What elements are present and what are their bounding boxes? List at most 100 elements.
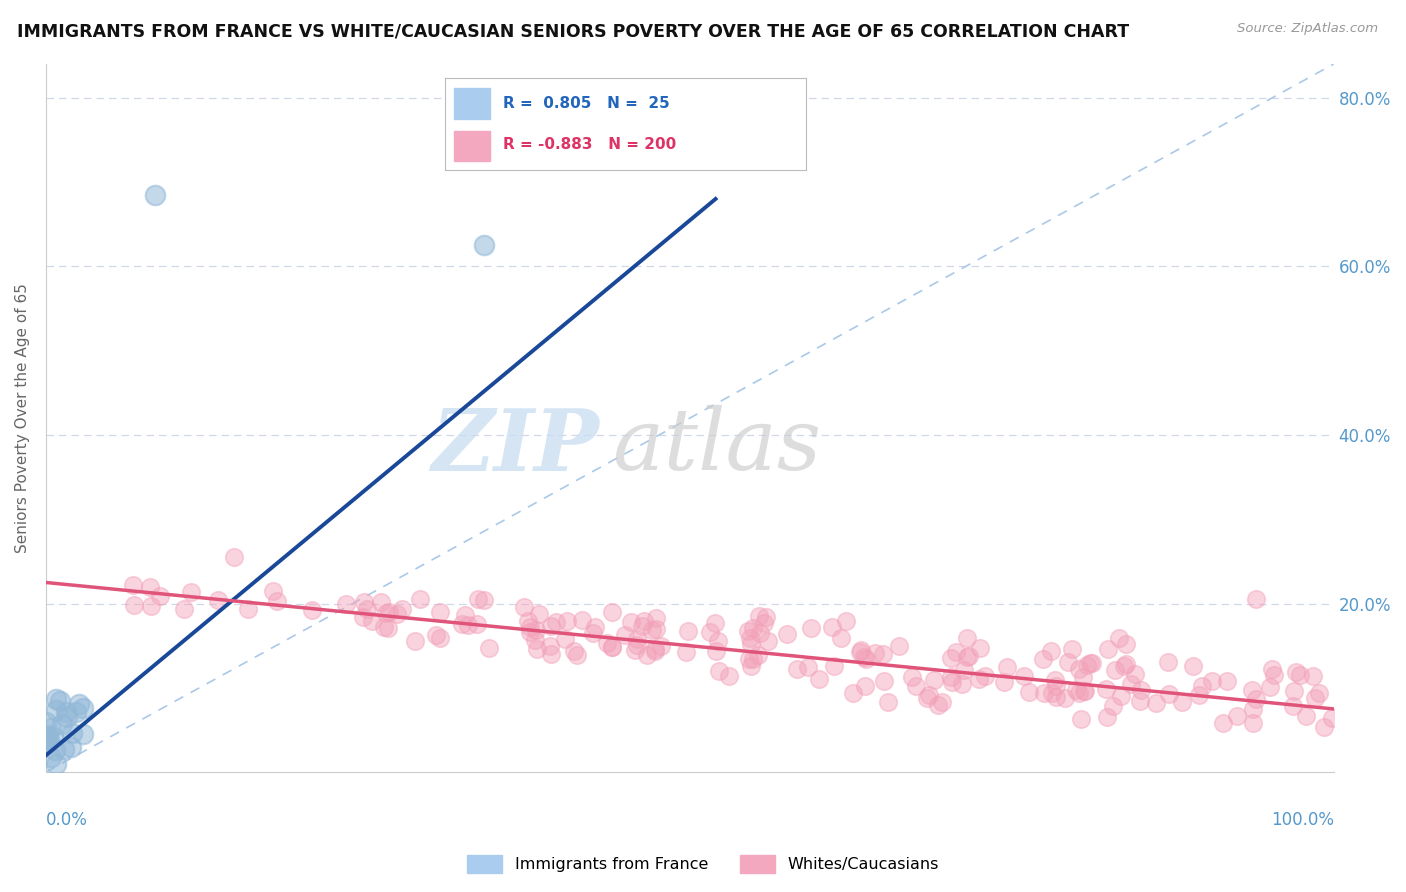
- Point: [740, 637, 762, 651]
- Point: [596, 636, 619, 650]
- Point: [644, 641, 666, 656]
- Point: [969, 672, 991, 686]
- Point: [626, 632, 648, 646]
- Point: [675, 645, 697, 659]
- Point: [581, 625, 603, 640]
- Point: [756, 634, 779, 648]
- Point: [557, 614, 579, 628]
- Point: [1032, 652, 1054, 666]
- Point: [1108, 632, 1130, 646]
- Point: [356, 602, 378, 616]
- Point: [889, 639, 911, 653]
- Point: [740, 659, 762, 673]
- Point: [630, 619, 652, 633]
- Text: IMMIGRANTS FROM FRANCE VS WHITE/CAUCASIAN SENIORS POVERTY OVER THE AGE OF 65 COR: IMMIGRANTS FROM FRANCE VS WHITE/CAUCASIA…: [17, 22, 1129, 40]
- Point: [429, 631, 451, 645]
- Point: [1263, 668, 1285, 682]
- Point: [35, 714, 58, 729]
- Point: [872, 647, 894, 661]
- Point: [429, 605, 451, 619]
- Point: [704, 616, 727, 631]
- Point: [173, 602, 195, 616]
- Point: [1032, 686, 1054, 700]
- Point: [1320, 711, 1343, 725]
- Y-axis label: Seniors Poverty Over the Age of 65: Seniors Poverty Over the Age of 65: [15, 283, 30, 553]
- Point: [749, 625, 772, 640]
- Point: [1130, 682, 1153, 697]
- Point: [1246, 592, 1268, 607]
- Point: [969, 641, 991, 656]
- Point: [517, 615, 540, 629]
- Point: [1129, 694, 1152, 708]
- Point: [301, 603, 323, 617]
- Point: [1181, 658, 1204, 673]
- Point: [1170, 695, 1192, 709]
- Point: [709, 664, 731, 678]
- Point: [571, 613, 593, 627]
- Point: [699, 625, 721, 640]
- Point: [676, 624, 699, 638]
- Text: atlas: atlas: [613, 405, 821, 488]
- Point: [1076, 657, 1098, 672]
- Point: [776, 627, 799, 641]
- Point: [931, 695, 953, 709]
- Point: [141, 599, 163, 614]
- Point: [939, 670, 962, 684]
- Point: [38, 733, 60, 747]
- Point: [1288, 668, 1310, 682]
- Point: [834, 614, 856, 628]
- Point: [1045, 679, 1067, 693]
- Point: [67, 698, 90, 712]
- Point: [361, 614, 384, 628]
- Point: [1057, 655, 1080, 669]
- Point: [718, 669, 741, 683]
- Point: [546, 615, 568, 629]
- Point: [1081, 656, 1104, 670]
- Point: [1074, 684, 1097, 698]
- Point: [540, 647, 562, 661]
- Point: [375, 606, 398, 620]
- Point: [1043, 673, 1066, 687]
- Point: [1115, 636, 1137, 650]
- Point: [409, 591, 432, 606]
- Point: [55, 705, 77, 719]
- Point: [644, 611, 666, 625]
- Point: [222, 549, 245, 564]
- Point: [60, 725, 83, 739]
- Point: [377, 621, 399, 635]
- Point: [1226, 709, 1249, 723]
- Point: [636, 648, 658, 662]
- Point: [953, 663, 976, 677]
- Point: [45, 756, 67, 771]
- Point: [995, 660, 1018, 674]
- Point: [1246, 692, 1268, 706]
- Point: [404, 633, 426, 648]
- Point: [385, 607, 408, 621]
- Point: [180, 584, 202, 599]
- Point: [1060, 642, 1083, 657]
- Point: [42, 731, 65, 745]
- Text: 100.0%: 100.0%: [1271, 811, 1334, 829]
- Point: [1295, 709, 1317, 723]
- Point: [1094, 681, 1116, 696]
- Point: [538, 639, 561, 653]
- Point: [800, 621, 823, 635]
- Point: [823, 658, 845, 673]
- Point: [524, 632, 547, 647]
- Point: [842, 686, 865, 700]
- Point: [853, 680, 876, 694]
- Point: [1212, 716, 1234, 731]
- Point: [786, 662, 808, 676]
- Point: [851, 643, 873, 657]
- Point: [620, 615, 643, 629]
- Point: [1073, 684, 1095, 698]
- Point: [562, 644, 585, 658]
- Point: [1067, 686, 1090, 700]
- Point: [1191, 679, 1213, 693]
- Point: [1109, 689, 1132, 703]
- Point: [49, 694, 72, 708]
- Point: [44, 743, 66, 757]
- Point: [565, 648, 588, 662]
- Point: [454, 607, 477, 622]
- Point: [425, 628, 447, 642]
